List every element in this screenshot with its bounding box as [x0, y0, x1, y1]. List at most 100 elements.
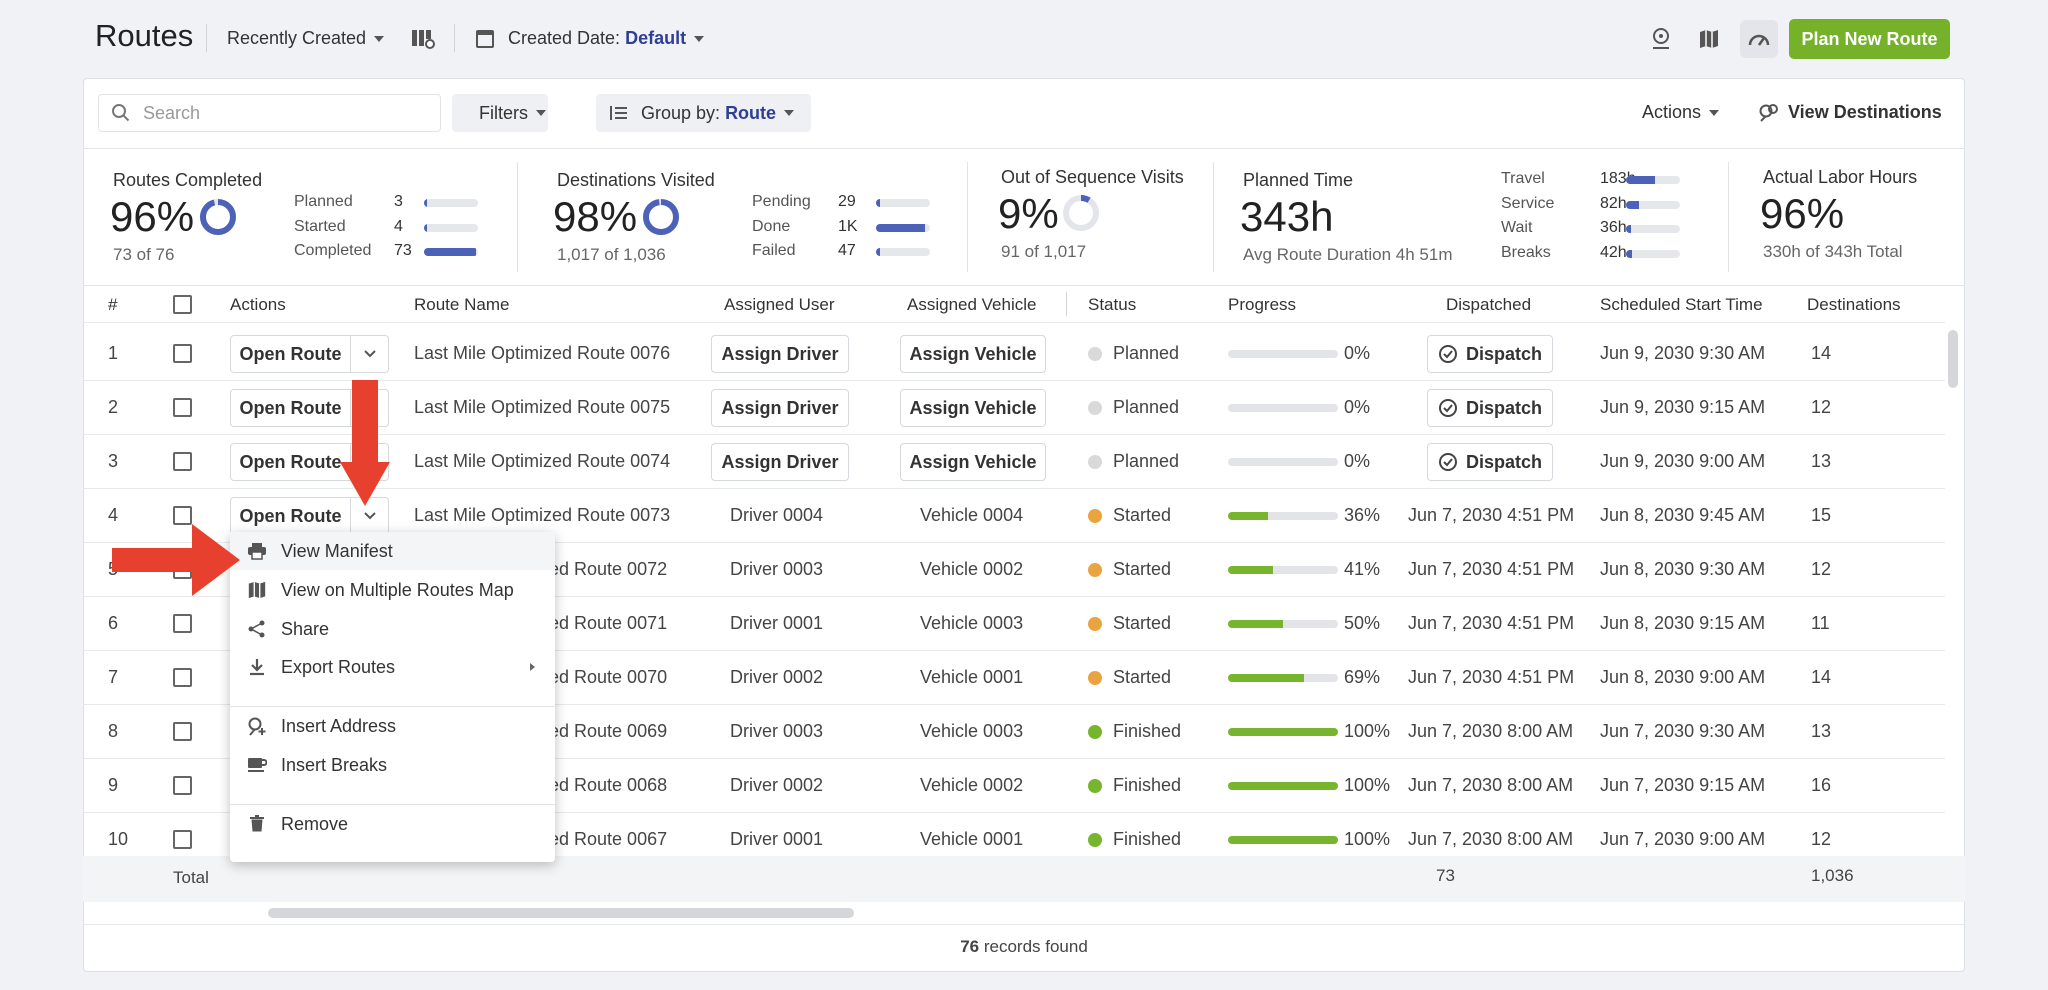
- assign-vehicle-button[interactable]: Assign Vehicle: [900, 443, 1046, 481]
- row-checkbox[interactable]: [173, 344, 192, 363]
- menu-item-insert-address[interactable]: Insert Address: [230, 707, 555, 745]
- dispatch-button[interactable]: Dispatch: [1427, 335, 1553, 373]
- actions-dropdown[interactable]: Actions: [1642, 102, 1720, 123]
- route-name[interactable]: zed Route 0070: [540, 667, 668, 687]
- out-of-sequence-value: 9%: [998, 190, 1059, 237]
- group-icon: [610, 106, 627, 120]
- col-header-dispatched[interactable]: Dispatched: [1446, 295, 1532, 314]
- route-name[interactable]: Last Mile Optimized Route 0076: [414, 343, 671, 363]
- speedometer-icon[interactable]: [1740, 20, 1778, 58]
- scheduled-start: Jun 9, 2030 9:30 AM: [1600, 343, 1766, 363]
- status-text: Started: [1113, 667, 1172, 687]
- breakdown-bar: [876, 223, 930, 232]
- scheduled-start: Jun 7, 2030 9:00 AM: [1600, 829, 1766, 849]
- dispatched-time: Jun 7, 2030 8:00 AM: [1408, 829, 1574, 849]
- row-actions-dropdown[interactable]: [350, 335, 389, 373]
- assign-driver-button[interactable]: Assign Driver: [711, 335, 849, 373]
- status-dot: [1088, 563, 1102, 577]
- open-route-button[interactable]: Open Route: [230, 443, 351, 481]
- route-name[interactable]: zed Route 0068: [540, 775, 668, 795]
- map-icon[interactable]: [1690, 20, 1728, 58]
- menu-item-share[interactable]: Share: [230, 610, 555, 648]
- trash-icon: [247, 814, 267, 834]
- breakdown-label: Done: [752, 217, 791, 235]
- open-route-button[interactable]: Open Route: [230, 389, 351, 427]
- breakdown-bar: [876, 248, 930, 256]
- row-checkbox[interactable]: [173, 398, 192, 417]
- destinations-visited-label: Destinations Visited: [557, 170, 715, 190]
- row-checkbox[interactable]: [173, 668, 192, 687]
- col-header-route-name[interactable]: Route Name: [414, 295, 510, 314]
- menu-divider: [230, 804, 555, 805]
- progress-bar: [1228, 350, 1338, 358]
- row-divider: [83, 488, 1945, 489]
- col-header-destinations[interactable]: Destinations: [1807, 295, 1901, 314]
- location-pin-icon[interactable]: [1642, 20, 1680, 58]
- dispatch-button[interactable]: Dispatch: [1427, 389, 1553, 427]
- destinations-visited-value: 98%: [553, 193, 638, 240]
- records-suffix: records found: [979, 937, 1088, 956]
- dispatch-button[interactable]: Dispatch: [1427, 443, 1553, 481]
- route-name[interactable]: zed Route 0067: [540, 829, 668, 849]
- row-checkbox[interactable]: [173, 506, 192, 525]
- route-name[interactable]: zed Route 0069: [540, 721, 668, 741]
- assign-vehicle-button[interactable]: Assign Vehicle: [900, 335, 1046, 373]
- status-dot: [1088, 779, 1102, 793]
- view-destinations-button[interactable]: View Destinations: [1758, 102, 1942, 123]
- sort-dropdown[interactable]: Recently Created: [227, 28, 385, 49]
- filters-button[interactable]: Filters: [452, 94, 548, 132]
- assign-vehicle-button[interactable]: Assign Vehicle: [900, 389, 1046, 427]
- menu-item-view-manifest[interactable]: View Manifest: [230, 532, 555, 570]
- row-checkbox[interactable]: [173, 776, 192, 795]
- status-dot: [1088, 671, 1102, 685]
- row-checkbox[interactable]: [173, 830, 192, 849]
- col-header-status[interactable]: Status: [1088, 295, 1137, 314]
- search-input[interactable]: Search: [98, 94, 441, 132]
- menu-item-view-on-map[interactable]: View on Multiple Routes Map: [230, 571, 555, 609]
- menu-item-remove[interactable]: Remove: [230, 805, 555, 843]
- column-resizer[interactable]: [1066, 292, 1067, 316]
- breakdown-bar-fill: [424, 223, 428, 232]
- breakdown-label: Completed: [294, 242, 372, 259]
- menu-item-export-routes[interactable]: Export Routes: [230, 648, 555, 686]
- col-header-progress[interactable]: Progress: [1228, 295, 1297, 314]
- col-header-scheduled-start[interactable]: Scheduled Start Time: [1600, 295, 1763, 314]
- down-arrow-annotation-icon: [340, 380, 390, 506]
- horizontal-scrollbar[interactable]: [268, 908, 854, 918]
- assign-driver-button[interactable]: Assign Driver: [711, 389, 849, 427]
- col-header-assigned-vehicle[interactable]: Assigned Vehicle: [907, 295, 1037, 314]
- open-route-button[interactable]: Open Route: [230, 497, 351, 535]
- dispatched-time: Jun 7, 2030 4:51 PM: [1408, 667, 1575, 687]
- status-text: Started: [1113, 613, 1172, 633]
- assigned-vehicle: Vehicle 0003: [920, 613, 1024, 633]
- route-name[interactable]: Last Mile Optimized Route 0074: [414, 451, 671, 471]
- planned-time-value: 343h: [1240, 193, 1334, 240]
- search-icon: [112, 104, 130, 122]
- col-header-assigned-user[interactable]: Assigned User: [724, 295, 835, 314]
- group-by-dropdown[interactable]: Group by: Route: [596, 94, 811, 132]
- dispatch-label: Dispatch: [1465, 343, 1543, 364]
- route-name[interactable]: zed Route 0071: [540, 613, 668, 633]
- vertical-scrollbar[interactable]: [1948, 330, 1958, 388]
- breakdown-bar-fill: [1626, 225, 1632, 233]
- open-route-button[interactable]: Open Route: [230, 335, 351, 373]
- row-checkbox[interactable]: [173, 614, 192, 633]
- scheduled-start: Jun 8, 2030 9:00 AM: [1600, 667, 1766, 687]
- assign-driver-button[interactable]: Assign Driver: [711, 443, 849, 481]
- route-name[interactable]: Last Mile Optimized Route 0075: [414, 397, 671, 417]
- caret-down-icon: [694, 35, 705, 42]
- breakdown-label: Service: [1501, 194, 1555, 212]
- routes-completed-sub: 73 of 76: [113, 245, 175, 264]
- date-filter-dropdown[interactable]: Created Date: Default: [476, 28, 705, 49]
- date-value: Default: [625, 28, 687, 48]
- menu-item-insert-breaks[interactable]: Insert Breaks: [230, 746, 555, 784]
- destinations-visited-ring: [643, 199, 679, 235]
- row-checkbox[interactable]: [173, 452, 192, 471]
- route-name[interactable]: Last Mile Optimized Route 0073: [414, 505, 671, 525]
- plan-new-route-button[interactable]: Plan New Route: [1789, 19, 1950, 59]
- select-all-checkbox[interactable]: [173, 295, 192, 314]
- row-checkbox[interactable]: [173, 722, 192, 741]
- column-settings-icon[interactable]: [404, 20, 442, 58]
- assigned-vehicle: Vehicle 0001: [920, 829, 1024, 849]
- route-name[interactable]: zed Route 0072: [540, 559, 668, 579]
